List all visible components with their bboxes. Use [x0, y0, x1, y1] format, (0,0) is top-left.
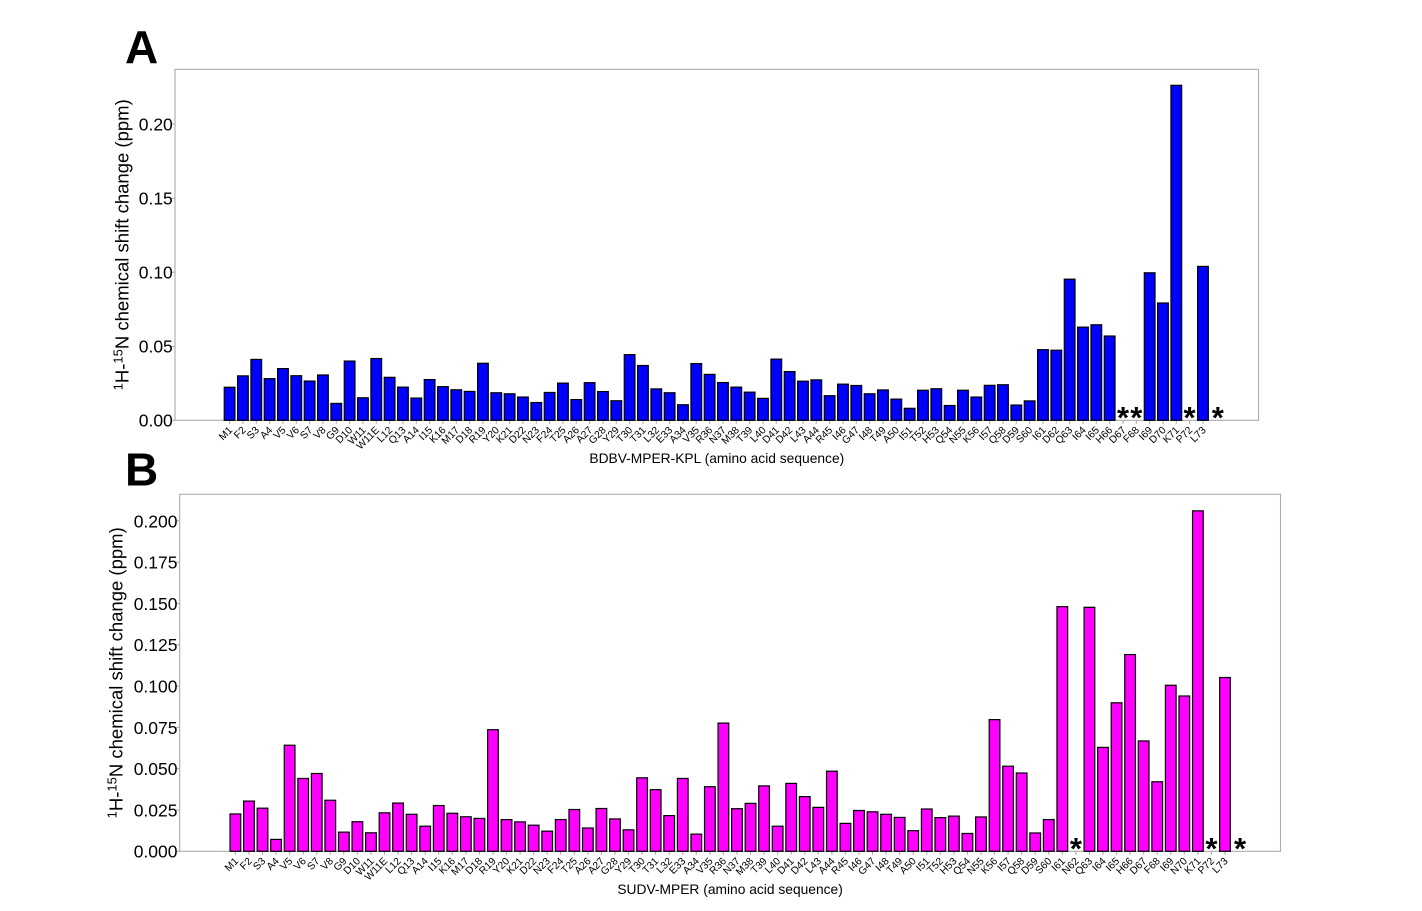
svg-text:0.150: 0.150: [134, 594, 178, 614]
svg-text:0.05: 0.05: [139, 337, 173, 357]
svg-text:B: B: [125, 444, 158, 496]
svg-text:0.125: 0.125: [134, 635, 178, 655]
svg-text:*: *: [1234, 831, 1247, 866]
svg-text:SUDV-MPER (amino acid sequence: SUDV-MPER (amino acid sequence): [617, 882, 842, 897]
svg-text:0.100: 0.100: [134, 677, 178, 697]
svg-text:0.15: 0.15: [139, 189, 173, 209]
svg-text:A: A: [125, 21, 158, 73]
svg-text:0.000: 0.000: [134, 842, 178, 862]
svg-text:BDBV-MPER-KPL (amino acid sequ: BDBV-MPER-KPL (amino acid sequence): [589, 451, 844, 466]
svg-text:0.025: 0.025: [134, 800, 178, 820]
svg-text:1H-15N chemical shift change (: 1H-15N chemical shift change (ppm): [105, 527, 127, 818]
svg-text:*: *: [1212, 400, 1225, 435]
svg-text:0.075: 0.075: [134, 718, 178, 738]
svg-text:0.20: 0.20: [139, 115, 173, 135]
svg-text:0.200: 0.200: [134, 511, 178, 531]
svg-text:*: *: [1117, 400, 1130, 435]
svg-text:*: *: [1070, 831, 1083, 866]
svg-text:*: *: [1184, 400, 1197, 435]
svg-text:0.175: 0.175: [134, 553, 178, 573]
svg-text:1H-15N chemical shift change (: 1H-15N chemical shift change (ppm): [111, 99, 133, 390]
svg-text:*: *: [1205, 831, 1218, 866]
svg-text:0.00: 0.00: [139, 411, 173, 431]
svg-text:0.050: 0.050: [134, 759, 178, 779]
svg-text:*: *: [1130, 400, 1143, 435]
svg-text:0.10: 0.10: [139, 263, 173, 283]
